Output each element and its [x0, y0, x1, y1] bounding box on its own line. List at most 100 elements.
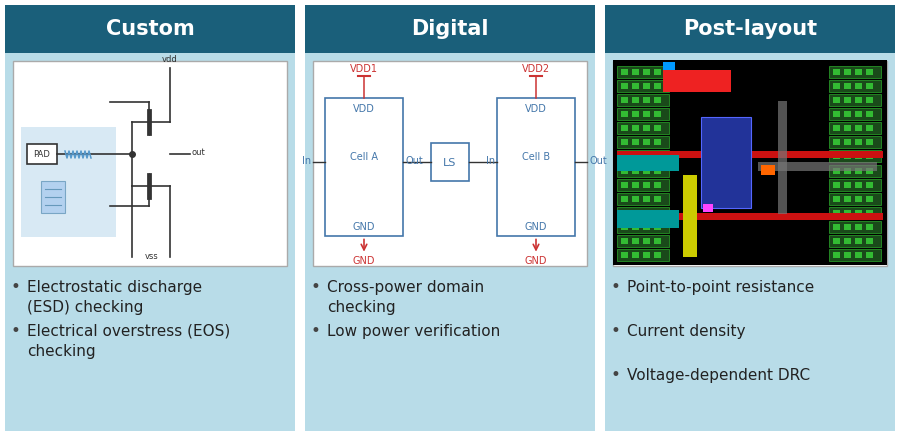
Bar	[866, 153, 873, 160]
Bar	[654, 153, 661, 160]
Bar	[855, 210, 862, 216]
Bar	[829, 207, 881, 219]
Text: Out: Out	[589, 156, 607, 166]
Bar	[617, 80, 669, 92]
Bar	[617, 213, 883, 220]
Bar	[829, 80, 881, 92]
Text: GND: GND	[353, 221, 375, 232]
Bar	[621, 153, 628, 160]
Bar	[617, 235, 669, 247]
Text: GND: GND	[525, 256, 547, 266]
Bar	[844, 238, 851, 244]
Bar	[844, 83, 851, 89]
Bar	[829, 193, 881, 205]
Bar	[855, 126, 862, 131]
Bar	[621, 182, 628, 187]
Bar	[866, 97, 873, 103]
Bar	[654, 83, 661, 89]
Text: •: •	[610, 366, 620, 384]
Bar	[654, 167, 661, 174]
Bar	[855, 69, 862, 75]
Bar	[643, 83, 650, 89]
Text: Point-to-point resistance: Point-to-point resistance	[627, 280, 814, 295]
Bar	[866, 182, 873, 187]
Bar	[866, 126, 873, 131]
Text: In: In	[302, 156, 311, 166]
Bar	[866, 238, 873, 244]
Text: Cross-power domain
checking: Cross-power domain checking	[327, 280, 484, 315]
Bar	[663, 70, 731, 92]
Bar	[313, 61, 587, 266]
Bar	[643, 111, 650, 117]
Text: VDD1: VDD1	[350, 64, 378, 74]
Bar	[621, 140, 628, 146]
Bar	[632, 196, 639, 202]
Bar	[866, 140, 873, 146]
Bar	[833, 153, 840, 160]
Bar	[829, 249, 881, 261]
Bar	[643, 69, 650, 75]
Bar	[632, 153, 639, 160]
Bar	[855, 167, 862, 174]
Bar	[778, 101, 787, 214]
Bar	[617, 179, 669, 191]
Bar	[632, 111, 639, 117]
Bar	[844, 210, 851, 216]
Bar	[617, 210, 679, 228]
Bar	[643, 140, 650, 146]
Bar	[654, 252, 661, 258]
Bar	[855, 238, 862, 244]
Bar	[621, 167, 628, 174]
Text: In: In	[486, 156, 495, 166]
Text: VDD2: VDD2	[522, 64, 550, 74]
Bar	[683, 175, 697, 257]
Bar	[866, 69, 873, 75]
Bar	[866, 167, 873, 174]
Bar	[632, 69, 639, 75]
Text: VDD: VDD	[353, 103, 375, 113]
Bar	[305, 5, 595, 431]
Bar	[621, 111, 628, 117]
Bar	[761, 165, 775, 175]
Bar	[758, 162, 877, 170]
Bar	[866, 252, 873, 258]
Bar	[621, 83, 628, 89]
Bar	[5, 5, 295, 53]
Bar	[844, 140, 851, 146]
Bar	[654, 111, 661, 117]
Bar	[844, 111, 851, 117]
Bar	[621, 252, 628, 258]
Bar	[605, 5, 895, 53]
Bar	[305, 5, 595, 53]
Bar	[632, 252, 639, 258]
Bar	[866, 224, 873, 230]
Bar	[654, 126, 661, 131]
Bar	[855, 111, 862, 117]
Bar	[829, 179, 881, 191]
Text: Voltage-dependent DRC: Voltage-dependent DRC	[627, 368, 810, 383]
Bar	[643, 210, 650, 216]
Bar	[617, 151, 883, 158]
Bar	[617, 123, 669, 134]
Bar	[21, 127, 116, 237]
Bar	[617, 136, 669, 148]
Bar	[27, 144, 57, 164]
Bar	[701, 117, 751, 208]
Text: Post-layout: Post-layout	[683, 19, 817, 39]
Bar	[617, 66, 669, 78]
Bar	[632, 182, 639, 187]
Bar	[621, 238, 628, 244]
Bar	[617, 193, 669, 205]
Bar	[844, 182, 851, 187]
Text: •: •	[310, 278, 320, 296]
Bar	[654, 196, 661, 202]
Text: Digital: Digital	[411, 19, 489, 39]
Text: •: •	[10, 278, 20, 296]
Text: vss: vss	[145, 252, 159, 261]
Text: GND: GND	[525, 221, 547, 232]
Bar	[5, 5, 295, 431]
Bar	[833, 126, 840, 131]
Bar	[632, 140, 639, 146]
Bar	[833, 182, 840, 187]
Text: •: •	[310, 322, 320, 340]
